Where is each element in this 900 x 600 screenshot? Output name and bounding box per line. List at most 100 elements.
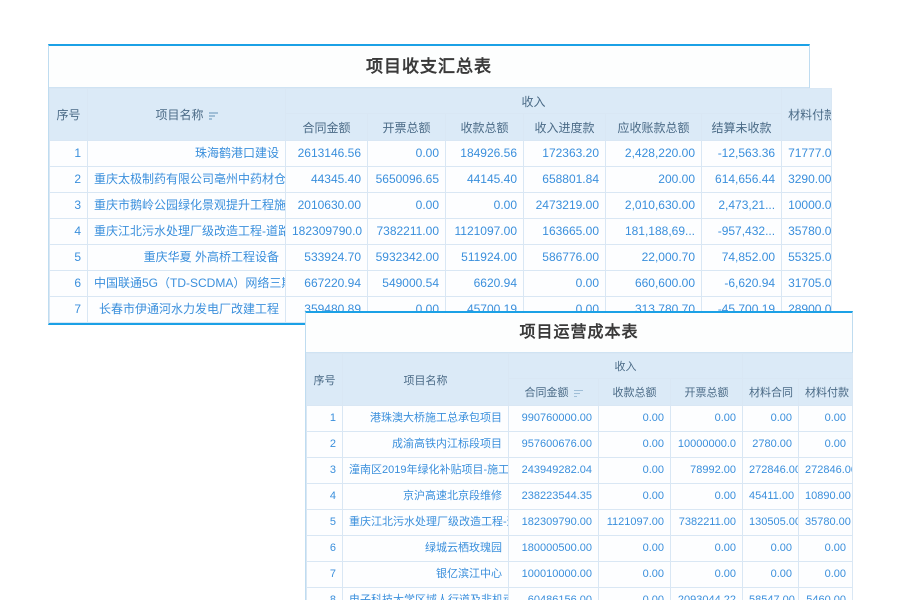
col-header-material-payment[interactable]: 材料付款 xyxy=(798,378,854,406)
col-header-receipt-total[interactable]: 收款总额 xyxy=(445,113,524,141)
col-header-project-name[interactable]: 项目名称 xyxy=(87,88,286,141)
row-project-name[interactable]: 中国联通5G（TD-SCDMA）网络三期四川工程 xyxy=(87,270,286,297)
table-row[interactable]: 8 电子科技大学区域人行道及非机动车道工程 60486156.00 0.00 2… xyxy=(306,587,854,600)
col-group-income: 收入 xyxy=(284,88,783,114)
col-header-material-contract[interactable]: 材料合同 xyxy=(742,378,800,406)
table-row[interactable]: 1 珠海鹤港口建设 2613146.56 0.00 184926.56 1723… xyxy=(49,140,833,167)
row-index: 3 xyxy=(306,457,343,484)
table-row[interactable]: 2 重庆太极制药有限公司亳州中药材仓储物流中心 44345.40 5650096… xyxy=(49,166,833,193)
cell-receivable-total: 200.00 xyxy=(605,166,702,193)
cell-material-payment: 0.00 xyxy=(798,405,854,432)
col-header-contract-amount[interactable]: 合同金额 xyxy=(285,113,368,141)
cell-material-payment: 35780.00 xyxy=(781,218,833,245)
cell-material-contract: 130505.00 xyxy=(742,509,800,536)
cell-material-contract: 0.00 xyxy=(742,561,800,588)
row-project-name[interactable]: 银亿滨江中心 xyxy=(342,561,509,588)
cell-receipt-total: 1121097.00 xyxy=(445,218,524,245)
cell-invoice-total: 0.00 xyxy=(367,192,446,219)
page-title: 项目收支汇总表 xyxy=(49,46,809,88)
table-head: 序号 项目名称 收入 合同金额 收款总额 开票总额 材料合同 材料付款 xyxy=(306,353,854,406)
table-row[interactable]: 6 中国联通5G（TD-SCDMA）网络三期四川工程 667220.94 549… xyxy=(49,270,833,297)
col-header-unsettled-receipt[interactable]: 结算未收款 xyxy=(700,113,783,141)
col-header-index[interactable]: 序号 xyxy=(49,88,88,141)
cell-receipt-total: 0.00 xyxy=(445,192,524,219)
cell-material-contract: 272846.00 xyxy=(742,457,800,484)
row-project-name[interactable]: 绿城云栖玫瑰园 xyxy=(342,535,509,562)
table-row[interactable]: 4 京沪高速北京段维修 238223544.35 0.00 0.00 45411… xyxy=(306,483,854,510)
row-project-name[interactable]: 长春市伊通河水力发电厂改建工程 xyxy=(87,296,286,323)
row-project-name[interactable]: 重庆市鹅岭公园绿化景观提升工程施工 xyxy=(87,192,286,219)
cell-contract-amount: 957600676.00 xyxy=(508,431,599,458)
row-project-name[interactable]: 重庆江北污水处理厂级改造工程-道路修复工程 xyxy=(342,509,509,536)
cell-contract-amount: 2010630.00 xyxy=(285,192,368,219)
table-row[interactable]: 5 重庆江北污水处理厂级改造工程-道路修复工程 182309790.00 112… xyxy=(306,509,854,536)
col-header-receipt-total[interactable]: 收款总额 xyxy=(598,378,671,406)
row-project-name[interactable]: 重庆华夏 外高桥工程设备 xyxy=(87,244,286,271)
table-row[interactable]: 2 成渝高铁内江标段项目 957600676.00 0.00 10000000.… xyxy=(306,431,854,458)
row-index: 7 xyxy=(49,296,88,323)
row-project-name[interactable]: 重庆太极制药有限公司亳州中药材仓储物流中心 xyxy=(87,166,286,193)
cell-contract-amount: 182309790.0 xyxy=(285,218,368,245)
cell-receipt-total: 184926.56 xyxy=(445,140,524,167)
cell-receipt-total: 0.00 xyxy=(598,405,671,432)
row-index: 3 xyxy=(49,192,88,219)
col-group-blank xyxy=(742,353,854,379)
cell-income-progress: 163665.00 xyxy=(523,218,606,245)
cell-receipt-total: 0.00 xyxy=(598,431,671,458)
cell-invoice-total: 2093044.22 xyxy=(669,587,744,600)
cell-income-progress: 2473219.00 xyxy=(523,192,606,219)
col-header-income-progress[interactable]: 收入进度款 xyxy=(523,113,606,141)
cell-unsettled-receipt: -6,620.94 xyxy=(700,270,783,297)
row-index: 2 xyxy=(49,166,88,193)
cell-income-progress: 658801.84 xyxy=(523,166,606,193)
cell-invoice-total: 0.00 xyxy=(669,483,744,510)
row-index: 8 xyxy=(306,587,343,600)
row-index: 5 xyxy=(49,244,88,271)
table-head: 序号 项目名称 收入 材料付款 合同金额 开票总额 收款总额 收入进度款 应收账… xyxy=(49,88,833,141)
cell-material-payment: 0.00 xyxy=(798,431,854,458)
table-row[interactable]: 4 重庆江北污水处理厂级改造工程-道路修复工程 182309790.0 7382… xyxy=(49,218,833,245)
row-project-name[interactable]: 潼南区2019年绿化补贴项目-施工2标段 xyxy=(342,457,509,484)
col-header-invoice-total[interactable]: 开票总额 xyxy=(669,378,744,406)
table-body: 1 港珠澳大桥施工总承包项目 990760000.00 0.00 0.00 0.… xyxy=(306,405,854,600)
sort-descending-icon[interactable] xyxy=(573,389,583,398)
table-row[interactable]: 3 重庆市鹅岭公园绿化景观提升工程施工 2010630.00 0.00 0.00… xyxy=(49,192,833,219)
cell-contract-amount: 44345.40 xyxy=(285,166,368,193)
col-header-receivable-total[interactable]: 应收账款总额 xyxy=(605,113,702,141)
cell-unsettled-receipt: -957,432... xyxy=(700,218,783,245)
table-row[interactable]: 5 重庆华夏 外高桥工程设备 533924.70 5932342.00 5119… xyxy=(49,244,833,271)
col-header-invoice-total[interactable]: 开票总额 xyxy=(367,113,446,141)
cell-unsettled-receipt: 74,852.00 xyxy=(700,244,783,271)
sort-descending-icon[interactable] xyxy=(208,111,218,120)
cell-receivable-total: 2,010,630.00 xyxy=(605,192,702,219)
col-header-project-name[interactable]: 项目名称 xyxy=(342,353,509,406)
cell-contract-amount: 533924.70 xyxy=(285,244,368,271)
cell-invoice-total: 5650096.65 xyxy=(367,166,446,193)
col-header-material-payment[interactable]: 材料付款 xyxy=(781,88,833,141)
row-project-name[interactable]: 京沪高速北京段维修 xyxy=(342,483,509,510)
cell-invoice-total: 7382211.00 xyxy=(367,218,446,245)
row-index: 2 xyxy=(306,431,343,458)
table-row[interactable]: 6 绿城云栖玫瑰园 180000500.00 0.00 0.00 0.00 0.… xyxy=(306,535,854,562)
row-project-name[interactable]: 港珠澳大桥施工总承包项目 xyxy=(342,405,509,432)
col-header-contract-amount-label: 合同金额 xyxy=(524,387,569,399)
cell-unsettled-receipt: 2,473,21... xyxy=(700,192,783,219)
row-index: 4 xyxy=(49,218,88,245)
summary-table: 序号 项目名称 收入 材料付款 合同金额 开票总额 收款总额 收入进度款 应收账… xyxy=(49,88,833,323)
row-project-name[interactable]: 成渝高铁内江标段项目 xyxy=(342,431,509,458)
table-row[interactable]: 1 港珠澳大桥施工总承包项目 990760000.00 0.00 0.00 0.… xyxy=(306,405,854,432)
row-project-name[interactable]: 电子科技大学区域人行道及非机动车道工程 xyxy=(342,587,509,600)
project-income-expense-summary-panel: 项目收支汇总表 序号 项目名称 收入 材料付款 合同金额 开票总额 收款总额 收… xyxy=(48,44,833,325)
cell-material-payment: 10000.00 xyxy=(781,192,833,219)
cell-receipt-total: 511924.00 xyxy=(445,244,524,271)
table-row[interactable]: 7 银亿滨江中心 100010000.00 0.00 0.00 0.00 0.0… xyxy=(306,561,854,588)
table-row[interactable]: 3 潼南区2019年绿化补贴项目-施工2标段 243949282.04 0.00… xyxy=(306,457,854,484)
row-project-name[interactable]: 珠海鹤港口建设 xyxy=(87,140,286,167)
row-project-name[interactable]: 重庆江北污水处理厂级改造工程-道路修复工程 xyxy=(87,218,286,245)
col-header-index[interactable]: 序号 xyxy=(306,353,343,406)
project-operating-cost-panel: 项目运营成本表 序号 项目名称 收入 合同金额 收款总额 开票总额 材料合同 材… xyxy=(305,311,854,600)
cell-receipt-total: 0.00 xyxy=(598,561,671,588)
col-header-contract-amount[interactable]: 合同金额 xyxy=(508,378,599,406)
table-body: 1 珠海鹤港口建设 2613146.56 0.00 184926.56 1723… xyxy=(49,140,833,323)
cell-invoice-total: 0.00 xyxy=(669,405,744,432)
